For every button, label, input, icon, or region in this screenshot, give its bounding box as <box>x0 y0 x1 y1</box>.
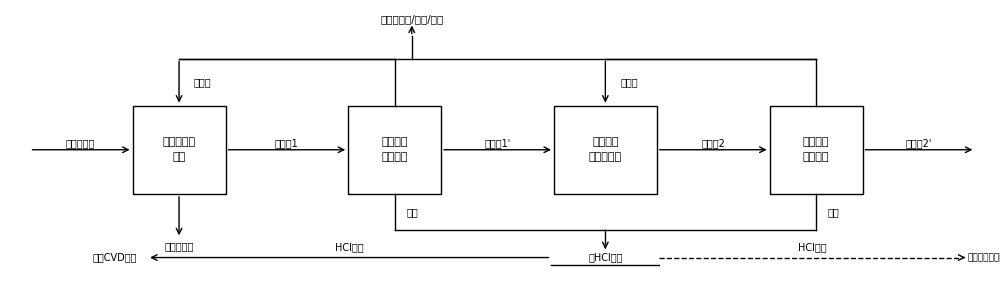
Text: 压缩冷凝
气液分离: 压缩冷凝 气液分离 <box>803 137 829 162</box>
Text: 吸收液: 吸收液 <box>620 77 638 87</box>
Text: 液体: 液体 <box>828 207 840 217</box>
Text: 浅冷氯硅烷
吸收: 浅冷氯硅烷 吸收 <box>162 137 196 162</box>
Bar <box>770 106 863 194</box>
Text: HCl产品: HCl产品 <box>335 242 364 252</box>
Text: HCl产品: HCl产品 <box>798 242 827 252</box>
Text: 吸收剂（返回二次中温氯硅烷吸收）: 吸收剂（返回二次中温氯硅烷吸收） <box>967 253 1000 262</box>
Text: 不凝气2': 不凝气2' <box>906 138 932 148</box>
Text: 不凝气2: 不凝气2 <box>701 138 725 148</box>
Bar <box>554 106 657 194</box>
Text: 杂质（固）: 杂质（固） <box>164 241 194 251</box>
Bar <box>132 106 226 194</box>
Bar <box>348 106 441 194</box>
Text: 不凝气1': 不凝气1' <box>484 138 511 148</box>
Text: 液体: 液体 <box>406 207 418 217</box>
Text: 返回CVD制程: 返回CVD制程 <box>93 253 137 263</box>
Text: 去HCl精制: 去HCl精制 <box>588 253 623 263</box>
Text: 不凝气1: 不凝气1 <box>275 138 299 148</box>
Text: 压缩冷凝
气液分离: 压缩冷凝 气液分离 <box>381 137 408 162</box>
Text: 净化原料气: 净化原料气 <box>66 138 95 148</box>
Text: 去多级蒸发/压缩/冷凝: 去多级蒸发/压缩/冷凝 <box>380 14 443 24</box>
Text: 二次中温
氯硅烷吸收: 二次中温 氯硅烷吸收 <box>589 137 622 162</box>
Text: 吸收液: 吸收液 <box>194 77 211 87</box>
